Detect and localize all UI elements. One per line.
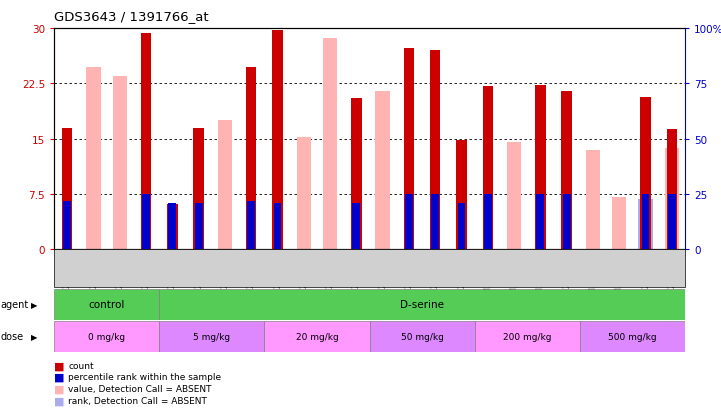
Bar <box>536 195 544 250</box>
Bar <box>247 201 255 250</box>
Bar <box>159 289 685 320</box>
Bar <box>535 85 546 250</box>
Text: control: control <box>89 299 125 310</box>
Bar <box>218 199 232 250</box>
Bar <box>665 148 679 250</box>
Bar <box>458 204 466 250</box>
Bar <box>666 130 677 250</box>
Text: percentile rank within the sample: percentile rank within the sample <box>68 373 221 382</box>
Bar <box>640 97 651 250</box>
Bar <box>507 143 521 250</box>
Bar <box>63 201 71 250</box>
Bar <box>456 141 466 250</box>
Bar <box>159 321 265 352</box>
Text: ■: ■ <box>54 372 65 382</box>
Bar <box>562 92 572 250</box>
Text: agent: agent <box>1 299 29 310</box>
Text: 20 mg/kg: 20 mg/kg <box>296 332 338 341</box>
Bar <box>296 138 311 250</box>
Bar <box>642 195 650 250</box>
Text: ■: ■ <box>54 361 65 370</box>
Bar <box>351 99 362 250</box>
Bar <box>112 190 127 250</box>
Bar <box>87 68 101 250</box>
Bar <box>54 289 159 320</box>
Bar <box>193 128 204 250</box>
Bar <box>167 204 177 250</box>
Bar <box>405 195 413 250</box>
Text: ■: ■ <box>54 384 65 394</box>
Bar <box>562 195 570 250</box>
Text: D-serine: D-serine <box>400 299 444 310</box>
Bar <box>112 77 127 250</box>
Bar <box>585 150 600 250</box>
Bar <box>54 321 159 352</box>
Text: 5 mg/kg: 5 mg/kg <box>193 332 230 341</box>
Text: 0 mg/kg: 0 mg/kg <box>88 332 125 341</box>
Bar <box>376 92 390 250</box>
Bar <box>273 31 283 250</box>
Bar <box>431 195 439 250</box>
Bar <box>353 204 360 250</box>
Text: count: count <box>68 361 94 370</box>
Bar <box>484 195 492 250</box>
Bar <box>668 195 676 250</box>
Bar <box>195 204 203 250</box>
Bar <box>62 128 73 250</box>
Bar <box>507 195 521 250</box>
Bar <box>580 321 685 352</box>
Text: rank, Detection Call = ABSENT: rank, Detection Call = ABSENT <box>68 396 208 405</box>
Bar <box>404 49 414 250</box>
Bar <box>482 86 493 250</box>
Bar <box>638 199 653 250</box>
Bar <box>169 204 177 250</box>
Text: 200 mg/kg: 200 mg/kg <box>503 332 552 341</box>
Bar <box>273 204 281 250</box>
Text: GDS3643 / 1391766_at: GDS3643 / 1391766_at <box>54 10 208 23</box>
Text: value, Detection Call = ABSENT: value, Detection Call = ABSENT <box>68 384 212 393</box>
Bar <box>142 195 150 250</box>
Bar <box>141 34 151 250</box>
Text: ▶: ▶ <box>31 332 37 341</box>
Bar <box>323 38 337 250</box>
Bar <box>430 51 441 250</box>
Text: ▶: ▶ <box>31 300 37 309</box>
Bar <box>612 197 627 250</box>
Text: dose: dose <box>1 331 24 342</box>
Bar <box>246 68 257 250</box>
Bar <box>218 121 232 250</box>
Text: 50 mg/kg: 50 mg/kg <box>401 332 443 341</box>
Bar <box>265 321 369 352</box>
Bar <box>474 321 580 352</box>
Bar <box>369 321 474 352</box>
Text: 500 mg/kg: 500 mg/kg <box>608 332 657 341</box>
Text: ■: ■ <box>54 395 65 405</box>
